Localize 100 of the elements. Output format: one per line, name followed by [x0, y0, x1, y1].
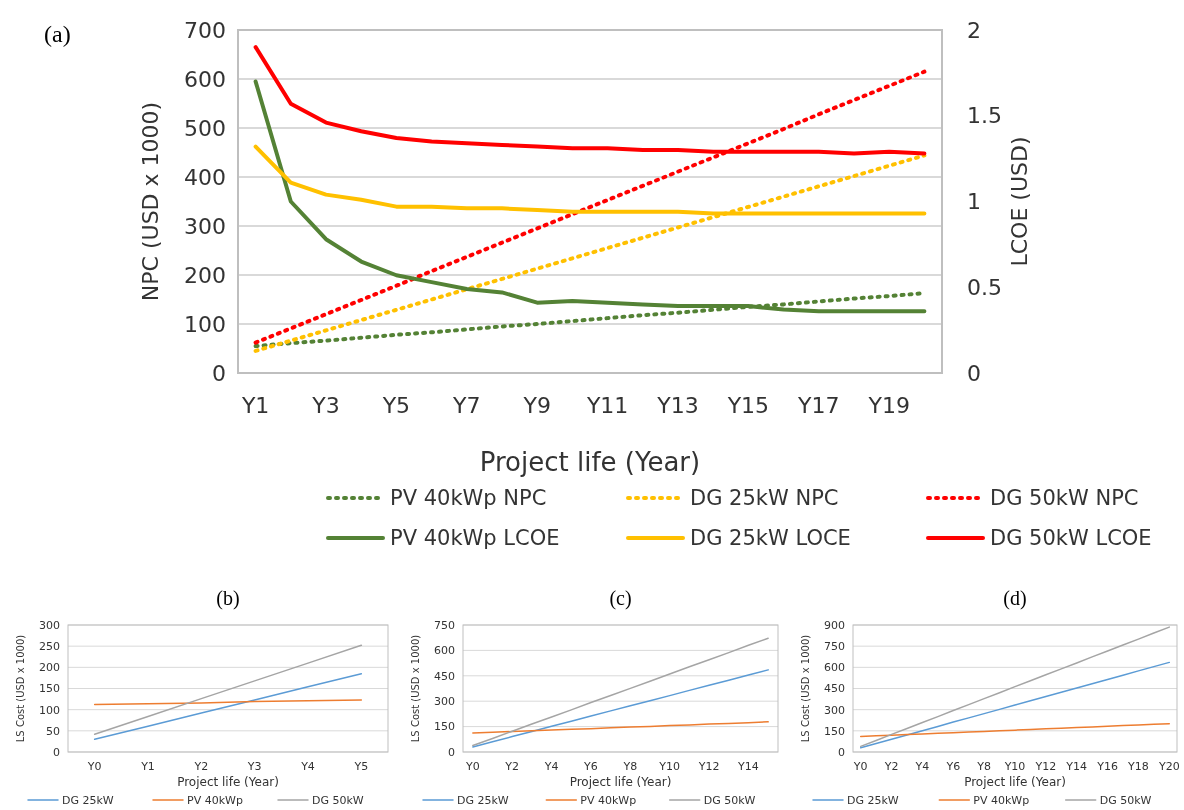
x-tick-label: Y4 — [300, 760, 315, 773]
legend-label: DG 25kW — [847, 793, 899, 807]
x-tick-label: Y19 — [867, 393, 910, 418]
x-tick-label: Y1 — [140, 760, 155, 773]
y-tick-label: 200 — [39, 661, 60, 675]
y-tick-label: 750 — [434, 618, 455, 632]
chart-title: (a) — [44, 21, 71, 47]
x-tick-label: Y5 — [381, 393, 411, 418]
y-tick-label: 0 — [838, 745, 845, 759]
y2-tick-label: 1.5 — [967, 103, 1002, 129]
x-tick-label: Y15 — [726, 393, 770, 418]
y-tick-label: 0 — [448, 745, 455, 759]
x-tick-label: Y16 — [1096, 760, 1118, 773]
line-series — [472, 721, 769, 734]
x-tick-label: Y10 — [1003, 760, 1026, 773]
x-tick-label: Y17 — [797, 393, 840, 418]
x-tick-label: Y3 — [311, 393, 340, 418]
y-tick-label: 250 — [39, 640, 60, 654]
x-tick-label: Y2 — [504, 760, 520, 773]
y-tick-label: 100 — [184, 311, 226, 337]
y2-tick-label: 0 — [967, 360, 981, 386]
y-tick-label: 50 — [46, 724, 60, 738]
y-tick-label: 0 — [53, 745, 60, 759]
x-tick-label: Y14 — [1065, 760, 1088, 773]
x-tick-label: Y13 — [656, 393, 699, 418]
line-series — [93, 644, 363, 735]
x-tick-label: Y0 — [86, 760, 102, 773]
y-axis-title: LS Cost (USD x 1000) — [800, 634, 811, 743]
y-tick-label: 450 — [434, 669, 455, 683]
y-tick-label: 600 — [824, 661, 845, 675]
x-tick-label: Y2 — [193, 760, 209, 773]
y2-tick-label: 2 — [967, 17, 981, 43]
y-tick-label: 750 — [824, 640, 845, 654]
x-tick-label: Y4 — [914, 760, 930, 773]
y-tick-label: 300 — [184, 213, 226, 239]
x-tick-label: Y4 — [543, 760, 559, 773]
x-tick-label: Y11 — [585, 393, 629, 418]
y-tick-label: 300 — [824, 703, 845, 717]
x-axis-title: Project life (Year) — [479, 447, 701, 477]
x-tick-label: Y0 — [464, 760, 480, 773]
x-tick-label: Y7 — [452, 393, 481, 418]
legend-label: PV 40kWp — [580, 793, 637, 807]
legend-label: DG 50kW LCOE — [990, 526, 1152, 551]
x-tick-label: Y8 — [976, 760, 991, 773]
y-tick-label: 500 — [184, 115, 226, 141]
legend-label: DG 25kW NPC — [690, 486, 839, 511]
x-axis-title: Project life (Year) — [569, 775, 672, 789]
y-tick-label: 150 — [824, 724, 845, 738]
line-series — [472, 637, 769, 747]
legend-label: PV 40kWp — [187, 793, 243, 807]
y-tick-label: 150 — [39, 682, 60, 696]
legend-label: DG 50kW NPC — [990, 486, 1139, 511]
chart-title: (d) — [1003, 587, 1027, 610]
y-axis-title: NPC (USD x 1000) — [138, 101, 163, 302]
y2-tick-label: 0.5 — [967, 274, 1002, 300]
line-series — [859, 661, 1171, 749]
legend-label: DG 25kW — [457, 793, 509, 807]
y2-tick-label: 1 — [967, 189, 981, 215]
legend-label: DG 50kW — [312, 793, 364, 807]
x-tick-label: Y6 — [583, 760, 598, 773]
y-tick-label: 700 — [184, 17, 226, 43]
x-tick-label: Y18 — [1127, 760, 1149, 773]
y-axis-title: LS Cost (USD x 1000) — [410, 634, 421, 743]
chart-title: (b) — [216, 587, 240, 610]
y2-axis-title: LCOE (USD) — [1007, 136, 1032, 267]
y-axis-title: LS Cost (USD x 1000) — [15, 634, 26, 743]
x-axis-title: Project life (Year) — [964, 775, 1066, 789]
x-tick-label: Y6 — [945, 760, 961, 773]
legend-label: DG 25kW — [62, 793, 114, 807]
y-tick-label: 600 — [184, 66, 226, 92]
x-tick-label: Y9 — [522, 393, 551, 418]
x-tick-label: Y0 — [852, 760, 868, 773]
line-series — [93, 672, 363, 741]
legend-label: PV 40kWp LCOE — [390, 526, 560, 551]
y-tick-label: 0 — [212, 360, 226, 386]
line-series — [859, 723, 1171, 738]
x-tick-label: Y14 — [737, 760, 759, 773]
x-tick-label: Y2 — [883, 760, 899, 773]
x-tick-label: Y12 — [697, 760, 720, 773]
legend-label: PV 40kWp — [973, 793, 1030, 807]
y-tick-label: 150 — [434, 720, 455, 734]
y-tick-label: 400 — [184, 164, 226, 190]
chart-title: (c) — [609, 587, 632, 610]
line-series — [472, 669, 769, 748]
legend-label: DG 50kW — [1099, 793, 1152, 807]
legend-label: DG 50kW — [703, 793, 756, 807]
x-tick-label: Y10 — [658, 760, 681, 773]
legend-label: DG 25kW LOCE — [690, 526, 851, 551]
x-tick-label: Y12 — [1034, 760, 1057, 773]
line-series — [859, 626, 1171, 748]
y-tick-label: 600 — [434, 644, 455, 658]
y-tick-label: 300 — [434, 695, 455, 709]
x-tick-label: Y1 — [240, 393, 270, 418]
y-tick-label: 300 — [39, 618, 60, 632]
x-tick-label: Y3 — [246, 760, 262, 773]
x-tick-label: Y20 — [1157, 760, 1180, 773]
legend-label: PV 40kWp NPC — [390, 486, 547, 511]
y-tick-label: 450 — [824, 682, 845, 696]
y-tick-label: 900 — [824, 618, 845, 632]
x-axis-title: Project life (Year) — [177, 775, 279, 789]
